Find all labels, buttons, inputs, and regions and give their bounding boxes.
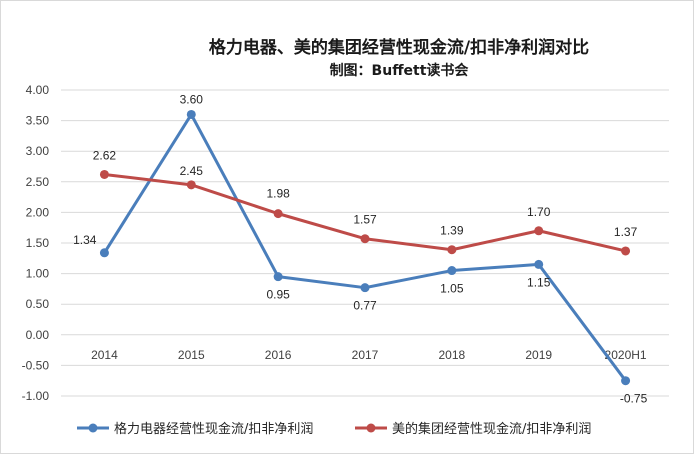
data-point <box>99 248 109 258</box>
data-point <box>186 180 196 190</box>
data-label: 1.39 <box>440 224 464 238</box>
y-tick-label: 1.50 <box>26 236 50 250</box>
x-tick-label: 2019 <box>525 348 552 362</box>
data-label: 1.57 <box>353 213 377 227</box>
legend-marker-midea-dot <box>366 423 376 433</box>
x-tick-label: 2017 <box>352 348 379 362</box>
data-point <box>360 234 370 244</box>
legend-label-midea: 美的集团经营性现金流/扣非净利润 <box>392 421 591 437</box>
data-point <box>447 266 457 276</box>
y-tick-label: 2.50 <box>26 175 50 189</box>
data-labels: 1.34 3.60 0.95 0.77 1.05 1.15 -0.75 2.62 2.45 1.9… <box>73 92 648 405</box>
data-point <box>621 376 631 386</box>
legend: 格力电器经营性现金流/扣非净利润 美的集团经营性现金流/扣非净利润 <box>77 421 591 437</box>
data-point <box>534 226 544 236</box>
y-tick-label: -0.50 <box>22 358 50 372</box>
x-axis-tick-labels: 2014 2015 2016 2017 2018 2019 2020H1 <box>91 348 647 362</box>
data-label: 0.77 <box>353 299 377 313</box>
data-point <box>447 245 457 255</box>
data-label: -0.75 <box>620 392 648 406</box>
x-tick-label: 2018 <box>439 348 466 362</box>
data-point <box>273 209 283 219</box>
data-point <box>273 272 283 282</box>
series-line-0 <box>103 112 627 382</box>
y-tick-label: 1.00 <box>26 267 50 281</box>
series-lines <box>99 109 631 386</box>
data-point <box>534 259 544 269</box>
data-point <box>99 169 109 179</box>
chart-subtitle: 制图：Buffett读书会 <box>330 62 470 79</box>
data-point <box>621 246 631 256</box>
data-point <box>186 109 196 119</box>
data-point <box>360 283 370 293</box>
data-label: 1.98 <box>266 187 290 201</box>
data-label: 0.95 <box>266 288 290 302</box>
y-tick-label: 3.50 <box>26 114 50 128</box>
legend-marker-gree-dot <box>88 423 98 433</box>
data-label: 1.34 <box>73 233 97 247</box>
y-tick-label: 3.00 <box>26 144 50 158</box>
data-label: 3.60 <box>180 92 204 106</box>
data-label: 1.37 <box>614 225 638 239</box>
data-label: 2.62 <box>93 148 117 162</box>
y-tick-label: 0.50 <box>26 297 50 311</box>
y-tick-label: -1.00 <box>22 389 50 403</box>
data-label: 2.45 <box>180 164 204 178</box>
legend-label-gree: 格力电器经营性现金流/扣非净利润 <box>114 421 313 437</box>
x-tick-label: 2016 <box>265 348 292 362</box>
y-axis-tick-labels: 4.00 3.50 3.00 2.50 2.00 1.50 1.00 0.50 0.00 -0.5… <box>22 83 50 403</box>
data-label: 1.05 <box>440 282 464 296</box>
y-tick-label: 4.00 <box>26 83 50 97</box>
data-label: 1.70 <box>527 205 551 219</box>
data-label: 1.15 <box>527 275 551 289</box>
x-tick-label: 2015 <box>178 348 205 362</box>
y-tick-label: 0.00 <box>26 328 50 342</box>
chart-title: 格力电器、美的集团经营性现金流/扣非净利润对比 <box>209 37 589 58</box>
x-tick-label: 2014 <box>91 348 118 362</box>
x-tick-label: 2020H1 <box>605 348 647 362</box>
y-tick-label: 2.00 <box>26 205 50 219</box>
